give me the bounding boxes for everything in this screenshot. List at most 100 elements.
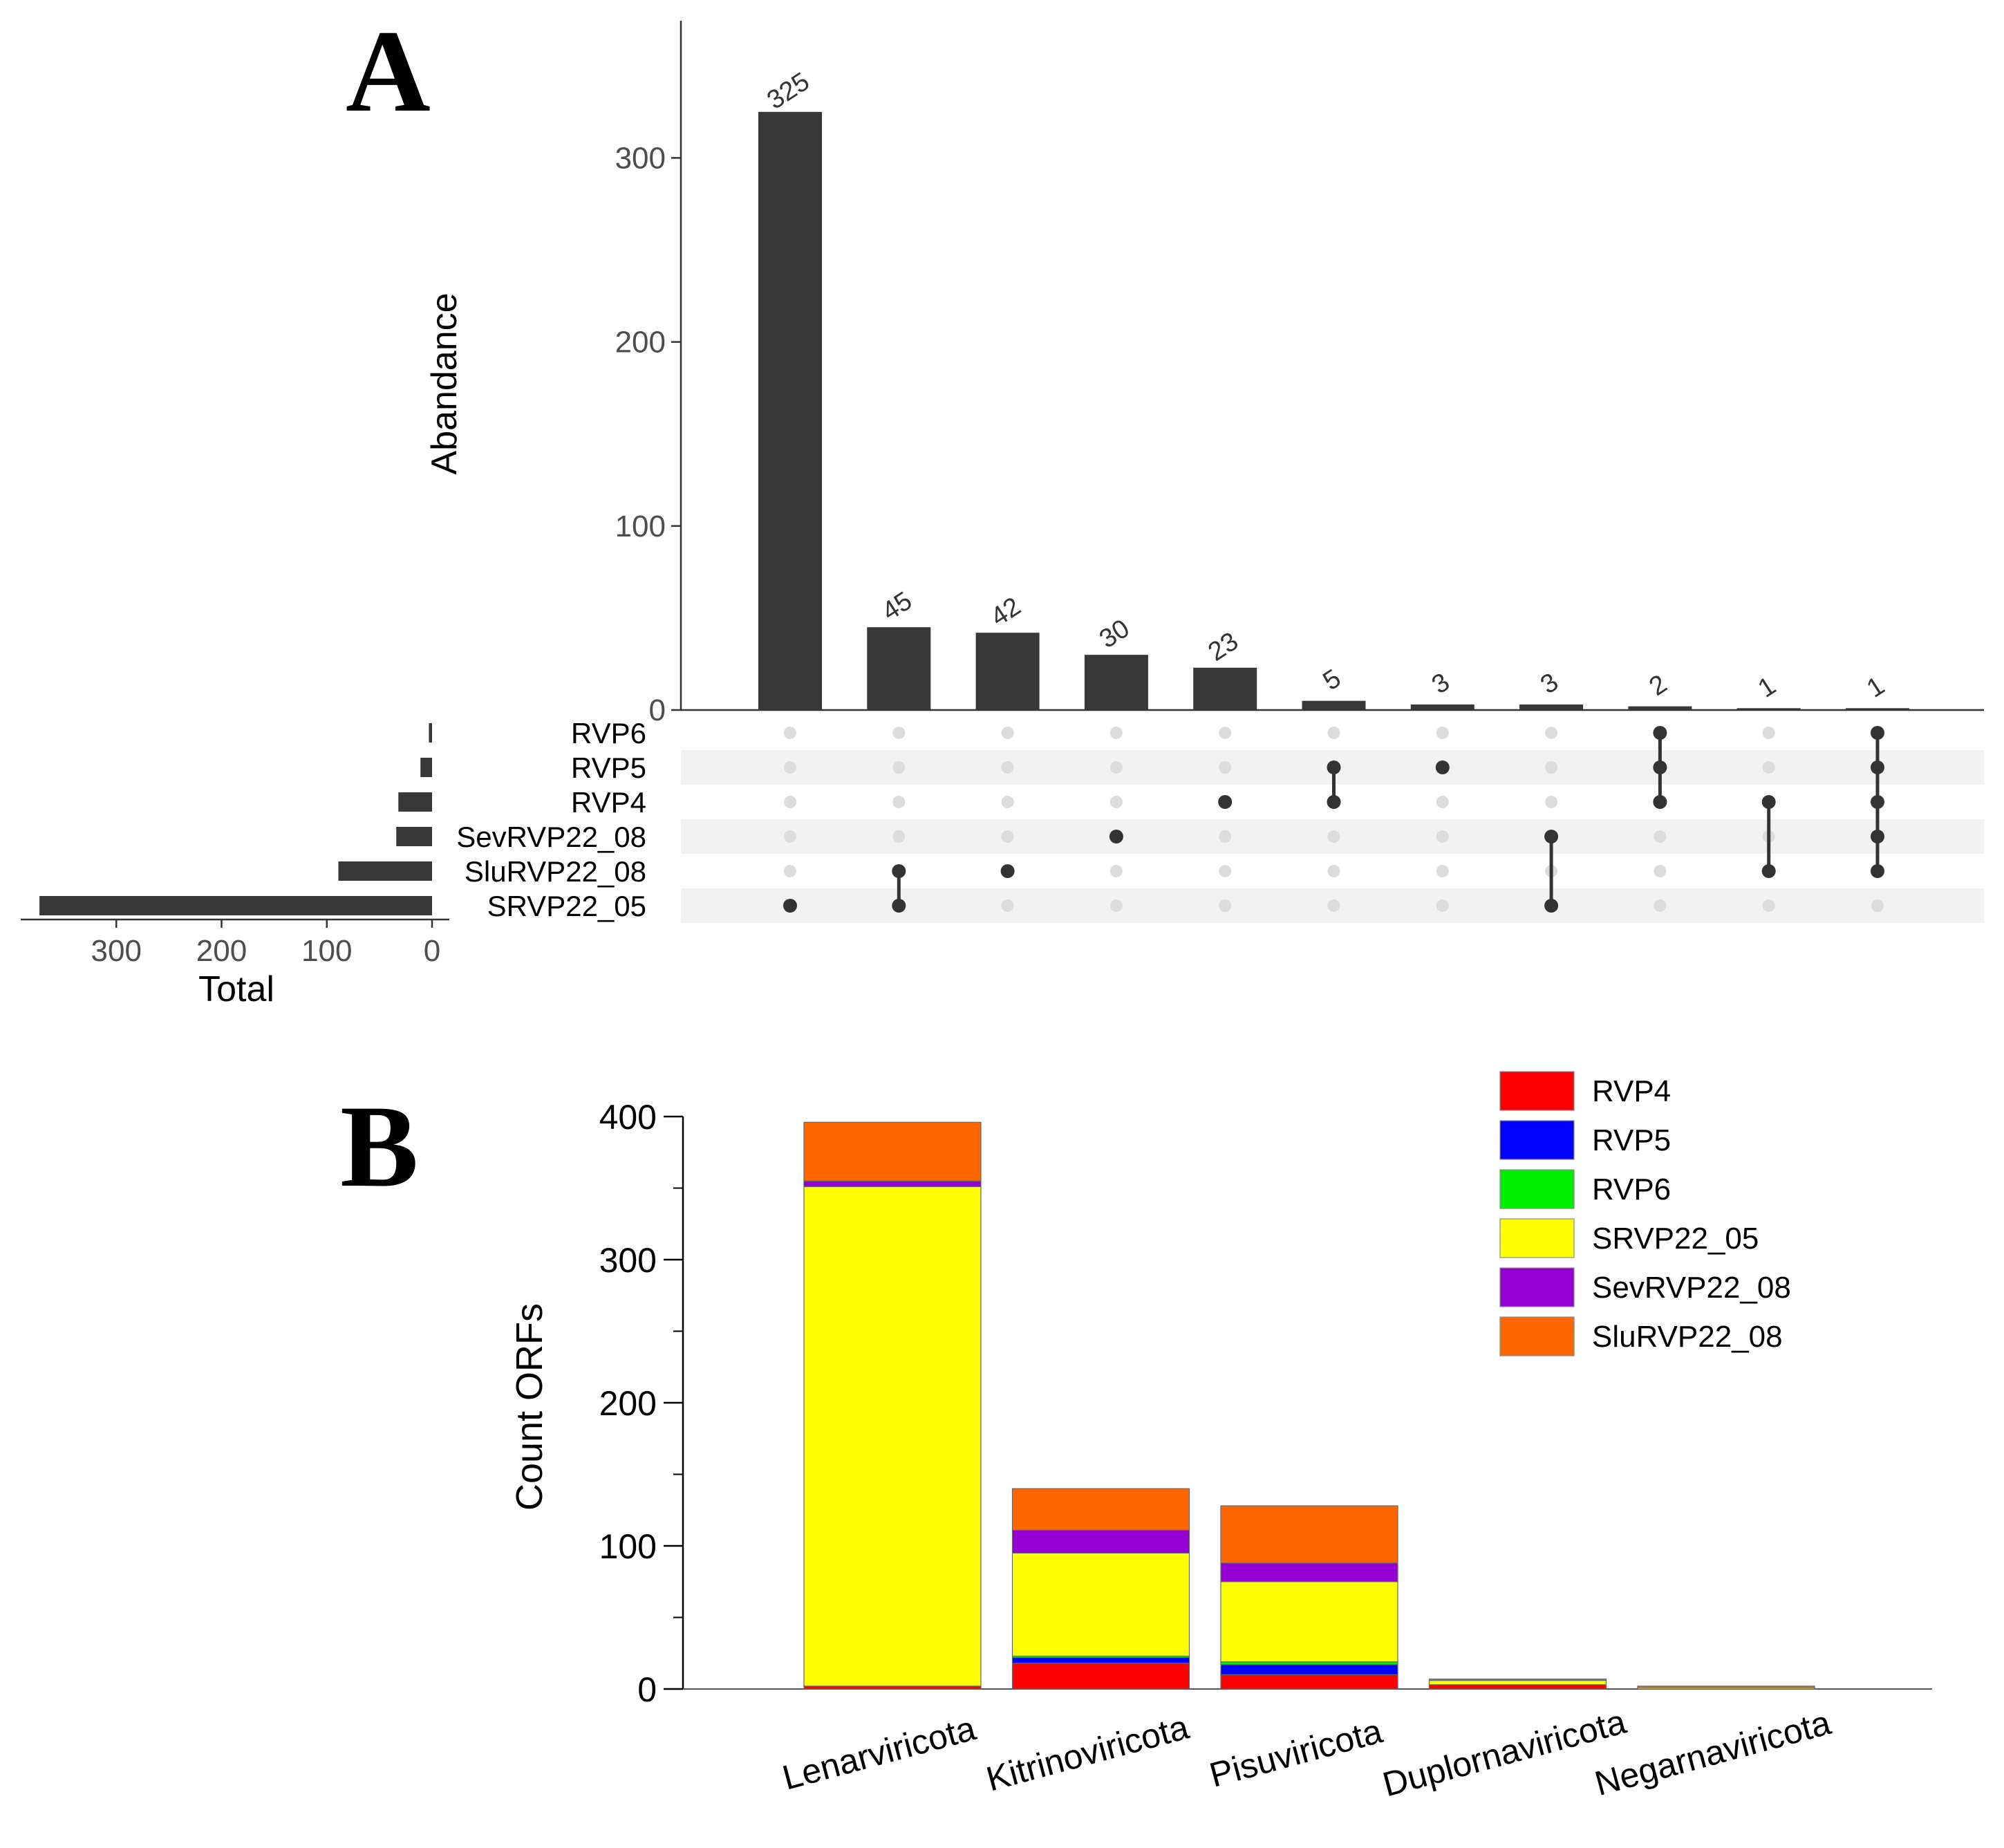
- total-tick-label: 0: [424, 934, 440, 968]
- matrix-dot-empty: [1654, 830, 1667, 843]
- stacked-bar-segment: [1428, 1684, 1607, 1690]
- total-axis-title: Total: [198, 969, 274, 1009]
- matrix-dot-empty: [784, 761, 796, 774]
- legend-swatch: [1499, 1169, 1575, 1209]
- count-orfs-axis-title: Count ORFs: [509, 1303, 550, 1511]
- y-tick-label: 100: [599, 1527, 657, 1566]
- matrix-dot-filled: [1761, 864, 1776, 878]
- matrix-dot-empty: [1545, 761, 1558, 774]
- legend-label: SevRVP22_08: [1592, 1271, 1791, 1305]
- intersection-bar-labels: 325 45 42 30 23 5 3 3 2 1 1: [762, 67, 1889, 704]
- y-tick-label: 100: [615, 510, 666, 543]
- matrix-dot-empty: [892, 830, 906, 843]
- matrix-dot-filled: [1544, 899, 1559, 913]
- intersection-bar-value: 2: [1645, 669, 1673, 702]
- legend-swatch: [1499, 1316, 1575, 1356]
- category-label: Negarnaviricota: [1591, 1703, 1835, 1803]
- intersection-bar: [1084, 655, 1148, 710]
- intersection-bar: [1410, 704, 1474, 710]
- matrix-dot-filled: [1871, 830, 1884, 843]
- intersection-bar: [758, 111, 822, 711]
- legend-label: SluRVP22_08: [1592, 1320, 1783, 1354]
- matrix-dot-filled: [1000, 864, 1015, 878]
- set-size-bar: [396, 827, 432, 846]
- matrix-dot-empty: [1109, 761, 1123, 774]
- y-tick-label: 300: [599, 1241, 657, 1280]
- intersection-bar: [1846, 708, 1909, 710]
- matrix-dot-filled: [1871, 795, 1884, 809]
- matrix-dot-empty: [1219, 865, 1232, 877]
- matrix-dot-empty: [1001, 727, 1014, 739]
- stacked-bar-segment: [803, 1121, 982, 1182]
- panel-letter-a: A: [346, 6, 431, 136]
- set-label: RVP4: [571, 786, 646, 819]
- stacked-bar-segment: [1011, 1663, 1190, 1690]
- matrix-dot-empty: [1436, 899, 1449, 912]
- matrix-dot-empty: [1327, 899, 1340, 912]
- total-tick-label: 100: [301, 934, 352, 968]
- matrix-dot-empty: [1219, 761, 1232, 774]
- set-size-bar: [429, 723, 432, 743]
- matrix-dot-filled: [1871, 726, 1884, 740]
- matrix-dot-empty: [1001, 761, 1014, 774]
- matrix-dot-empty: [892, 796, 906, 808]
- matrix-dot-empty: [1327, 830, 1340, 843]
- category-label: Pisuviricota: [1206, 1711, 1387, 1794]
- stacked-bar-segment: [803, 1180, 982, 1188]
- intersection-bar: [1519, 704, 1584, 710]
- y-tick-label: 300: [615, 141, 666, 175]
- legend: RVP4 RVP5 RVP6 SRVP22_05 SevRVP22_08 SluRVP22…: [1499, 1071, 1791, 1356]
- matrix-dot-filled: [783, 899, 797, 913]
- set-size-bar: [420, 758, 432, 777]
- legend-label: RVP6: [1592, 1173, 1671, 1206]
- matrix-dot-filled: [892, 864, 906, 878]
- stacked-bar-segment: [1011, 1552, 1190, 1656]
- y-tick-label: 200: [615, 326, 666, 360]
- intersection-bar-value: 325: [762, 67, 814, 115]
- stacked-bar-segment: [1011, 1488, 1190, 1531]
- matrix-dot-empty: [1219, 727, 1232, 739]
- intersection-bar: [975, 633, 1040, 710]
- intersection-bar: [1736, 708, 1801, 710]
- y-tick-label: 0: [637, 1670, 657, 1709]
- set-label: SluRVP22_08: [465, 855, 646, 888]
- intersection-bar-value: 1: [1753, 671, 1781, 704]
- set-label: RVP5: [571, 752, 646, 784]
- matrix-dot-empty: [1545, 796, 1558, 808]
- matrix-dot-empty: [1762, 761, 1775, 774]
- legend-label: RVP4: [1592, 1074, 1671, 1108]
- y-tick-label: 400: [599, 1098, 657, 1137]
- stacked-bars: [803, 1121, 1815, 1690]
- legend-swatch: [1499, 1267, 1575, 1307]
- y-tick-label: 0: [649, 693, 666, 727]
- set-labels: RVP6RVP5RVP4SevRVP22_08SluRVP22_08SRVP22…: [456, 717, 646, 922]
- matrix-dot-empty: [1436, 830, 1449, 843]
- stacked-bar-segment: [1220, 1562, 1398, 1583]
- abundance-axis-title: Abandance: [424, 292, 465, 474]
- set-label: RVP6: [571, 717, 646, 749]
- matrix-dot-empty: [1109, 796, 1123, 808]
- stacked-bar-segment: [1011, 1529, 1190, 1553]
- matrix-dot-empty: [1436, 796, 1449, 808]
- intersection-bar-value: 1: [1862, 671, 1890, 704]
- legend-swatch: [1499, 1120, 1575, 1160]
- matrix-dot-filled: [1653, 795, 1667, 809]
- matrix-dot-empty: [892, 727, 906, 739]
- matrix-dot-empty: [1109, 899, 1123, 912]
- intersection-bar-value: 3: [1535, 668, 1564, 700]
- matrix-dot-empty: [892, 761, 906, 774]
- matrix-dot-empty: [784, 865, 796, 877]
- set-size-bar: [338, 861, 432, 881]
- matrix-dot-empty: [784, 727, 796, 739]
- intersection-bar-value: 23: [1203, 627, 1243, 667]
- set-size-bar: [398, 792, 432, 812]
- stacked-bar-segment: [1220, 1661, 1398, 1665]
- intersection-bar-value: 42: [986, 592, 1026, 632]
- matrix-dot-filled: [1327, 795, 1341, 809]
- intersection-bar-value: 3: [1427, 668, 1455, 700]
- matrix-dot-filled: [1109, 830, 1123, 843]
- legend-swatch: [1499, 1071, 1575, 1111]
- stacked-bar-segment: [1637, 1686, 1815, 1688]
- matrix-dot-empty: [1001, 899, 1014, 912]
- matrix-dot-empty: [1327, 865, 1340, 877]
